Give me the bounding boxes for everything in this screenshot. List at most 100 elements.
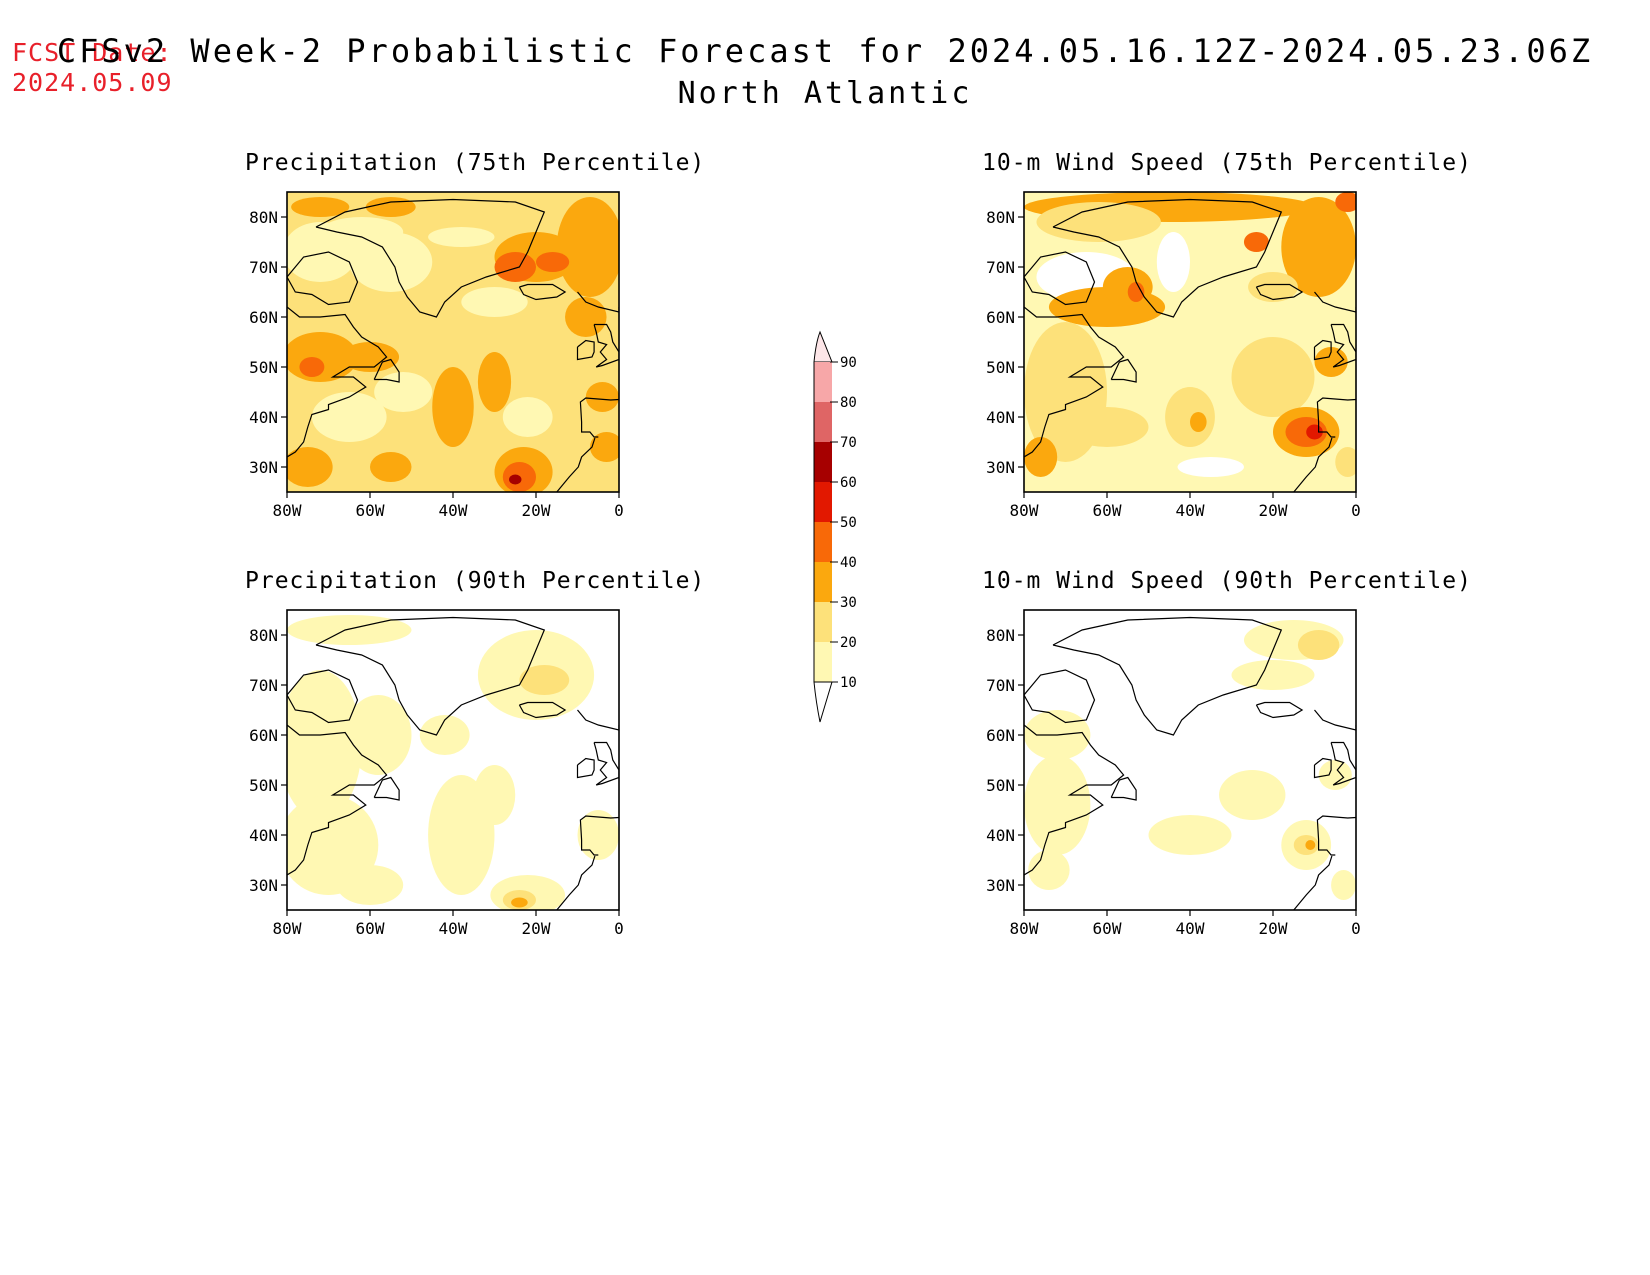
y-tick-label: 70N bbox=[986, 676, 1015, 695]
fcst-date-block: FCST Date: 2024.05.09 bbox=[12, 38, 173, 98]
y-tick-label: 70N bbox=[986, 258, 1015, 277]
colorbar-label: 70 bbox=[840, 435, 857, 451]
x-tick-label: 40W bbox=[1176, 501, 1205, 520]
probability-contour bbox=[1102, 267, 1153, 307]
colorbar-swatch bbox=[814, 362, 832, 402]
coastline bbox=[287, 724, 388, 876]
coastline bbox=[1110, 358, 1137, 383]
y-tick-label: 80N bbox=[986, 626, 1015, 645]
x-tick-label: 40W bbox=[439, 919, 468, 938]
coastline bbox=[1330, 323, 1356, 368]
y-tick-label: 70N bbox=[249, 676, 278, 695]
coastline bbox=[1313, 757, 1332, 779]
probability-contour bbox=[1219, 770, 1286, 820]
panel-wind-90: 10-m Wind Speed (90th Percentile) 80W 60W… bbox=[982, 568, 1471, 958]
probability-contour bbox=[365, 197, 416, 217]
coastline bbox=[1293, 855, 1333, 910]
probability-contour bbox=[1243, 232, 1269, 252]
probability-contour bbox=[1231, 660, 1315, 690]
probability-contour bbox=[287, 447, 333, 487]
probability-contour bbox=[461, 287, 528, 317]
y-tick-label: 60N bbox=[249, 726, 278, 745]
probability-contour bbox=[1318, 760, 1352, 790]
probability-contour bbox=[1281, 197, 1356, 297]
y-tick-label: 40N bbox=[986, 408, 1015, 427]
probability-contour bbox=[1165, 387, 1215, 447]
coastline bbox=[315, 198, 546, 318]
coastline bbox=[1293, 437, 1333, 492]
colorbar-label: 80 bbox=[840, 395, 857, 411]
colorbar-swatch bbox=[814, 442, 832, 482]
colorbar-label: 50 bbox=[840, 515, 857, 531]
x-tick-label: 40W bbox=[439, 501, 468, 520]
probability-contour bbox=[509, 474, 522, 485]
coastline bbox=[1052, 616, 1283, 736]
y-tick-label: 50N bbox=[986, 358, 1015, 377]
coastline bbox=[518, 701, 567, 719]
y-tick-label: 40N bbox=[986, 826, 1015, 845]
colorbar-swatch bbox=[814, 482, 832, 522]
colorbar-svg: 90 80 70 60 50 40 30 20 10 bbox=[813, 330, 857, 723]
colorbar-swatch bbox=[814, 522, 832, 562]
panel-title: 10-m Wind Speed (75th Percentile) bbox=[982, 150, 1472, 176]
coastline bbox=[1255, 701, 1304, 719]
probability-contour bbox=[519, 665, 570, 695]
y-tick-label: 50N bbox=[249, 358, 278, 377]
coastline bbox=[373, 358, 400, 383]
colorbar-label: 40 bbox=[840, 555, 857, 571]
coastline bbox=[287, 669, 359, 724]
probability-contour bbox=[473, 765, 516, 825]
coastline bbox=[1316, 397, 1356, 438]
probability-contour bbox=[494, 252, 536, 282]
coastline bbox=[315, 616, 546, 736]
colorbar-swatch bbox=[814, 562, 832, 602]
colorbar-bottom-cap bbox=[813, 681, 833, 723]
y-tick-label: 30N bbox=[249, 458, 278, 477]
probability-contour bbox=[1331, 870, 1356, 900]
y-tick-label: 50N bbox=[986, 776, 1015, 795]
coastline bbox=[1024, 306, 1125, 458]
colorbar-label: 30 bbox=[840, 595, 857, 611]
y-tick-label: 30N bbox=[986, 876, 1015, 895]
coastline bbox=[1024, 669, 1096, 724]
x-tick-label: 0 bbox=[614, 919, 624, 938]
probability-contour bbox=[589, 432, 619, 462]
y-tick-label: 60N bbox=[249, 308, 278, 327]
probability-contour bbox=[287, 222, 358, 282]
main-title-text: CFSv2 Week-2 Probabilistic Forecast for … bbox=[56, 32, 1594, 70]
probability-contour bbox=[1036, 202, 1161, 242]
x-tick-label: 60W bbox=[356, 919, 385, 938]
colorbar-label: 60 bbox=[840, 475, 857, 491]
x-tick-label: 20W bbox=[522, 919, 551, 938]
x-tick-label: 0 bbox=[614, 501, 624, 520]
coastline bbox=[1316, 815, 1356, 856]
coastline bbox=[576, 339, 595, 361]
coastline bbox=[1314, 709, 1356, 731]
y-tick-label: 40N bbox=[249, 408, 278, 427]
coastline bbox=[579, 815, 619, 856]
x-tick-label: 40W bbox=[1176, 919, 1205, 938]
panel-precip-75: Precipitation (75th Percentile) 80W 60W 40… bbox=[245, 150, 704, 540]
coastline bbox=[577, 291, 619, 313]
region-subtitle: North Atlantic bbox=[677, 76, 973, 111]
coastline bbox=[577, 709, 619, 731]
x-tick-label: 60W bbox=[1093, 501, 1122, 520]
probability-contour bbox=[1028, 850, 1070, 890]
probability-contour bbox=[1148, 815, 1232, 855]
panel-title: Precipitation (90th Percentile) bbox=[245, 568, 706, 594]
probability-contour bbox=[1231, 337, 1315, 417]
colorbar-swatch bbox=[814, 602, 832, 642]
probability-contour bbox=[374, 372, 433, 412]
probability-contour bbox=[477, 352, 512, 412]
probability-contour bbox=[340, 342, 400, 372]
probability-contour bbox=[419, 715, 470, 755]
probability-contour bbox=[577, 810, 619, 860]
probability-contour bbox=[536, 252, 570, 272]
probability-contour bbox=[299, 357, 325, 377]
probability-contour bbox=[556, 197, 619, 297]
coastline bbox=[1052, 198, 1283, 318]
colorbar-swatch bbox=[814, 642, 832, 682]
x-tick-label: 60W bbox=[356, 501, 385, 520]
main-title: CFSv2 Week-2 Probabilistic Forecast for … bbox=[0, 32, 1650, 111]
coastline bbox=[1024, 251, 1096, 306]
